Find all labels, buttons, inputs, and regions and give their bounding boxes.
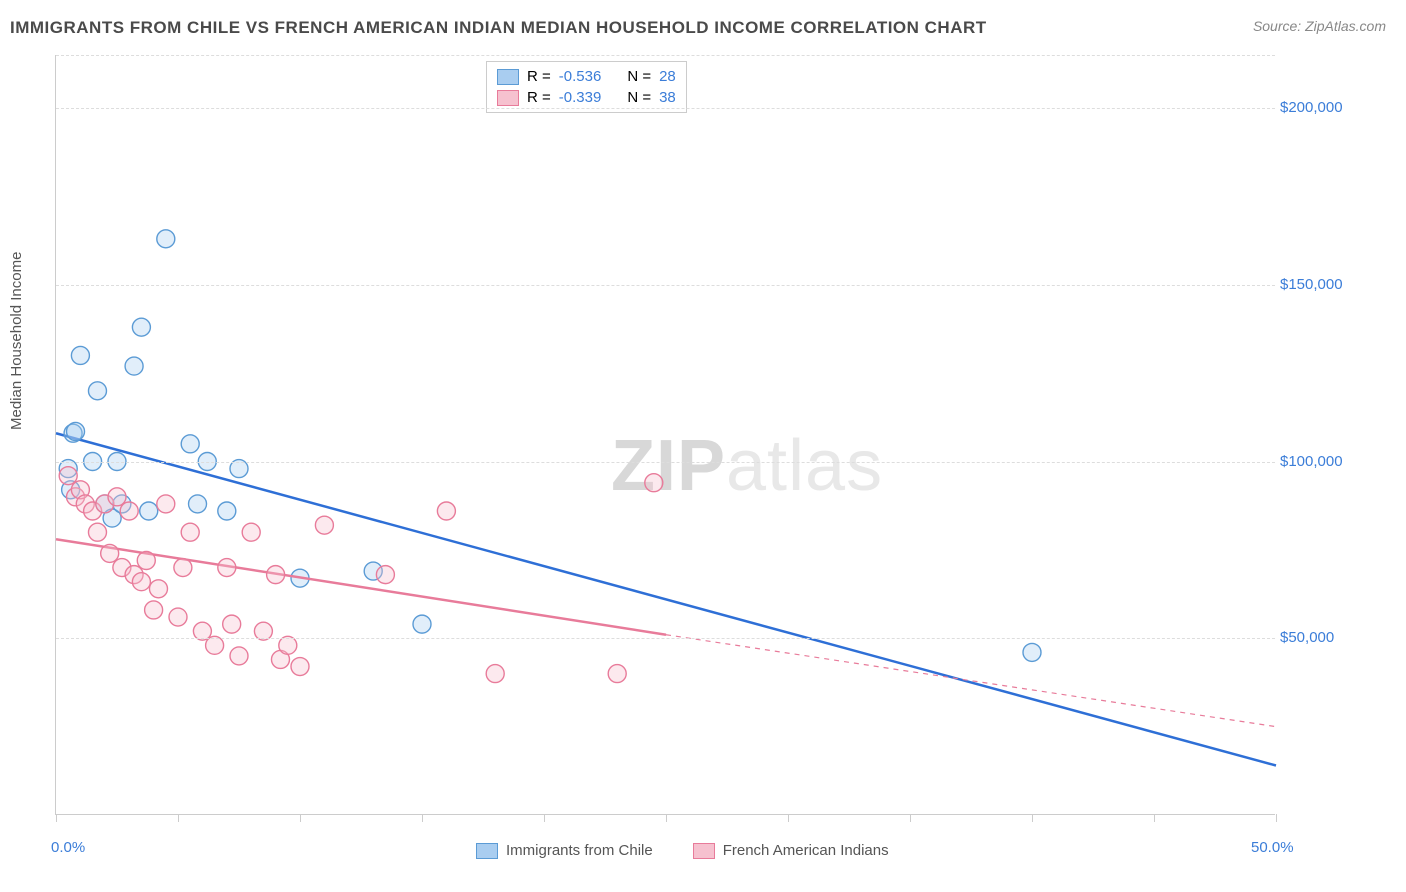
scatter-point: [169, 608, 187, 626]
scatter-point: [608, 665, 626, 683]
y-tick-label: $100,000: [1280, 453, 1360, 470]
scatter-point: [120, 502, 138, 520]
scatter-point: [1023, 643, 1041, 661]
legend-item-2: French American Indians: [693, 842, 889, 859]
scatter-point: [315, 516, 333, 534]
scatter-point: [645, 474, 663, 492]
legend-label-2: French American Indians: [723, 842, 889, 859]
scatter-point: [413, 615, 431, 633]
scatter-point: [242, 523, 260, 541]
legend-item-1: Immigrants from Chile: [476, 842, 653, 859]
scatter-point: [223, 615, 241, 633]
scatter-point: [267, 566, 285, 584]
scatter-point: [108, 488, 126, 506]
scatter-point: [125, 357, 143, 375]
x-tick: [666, 814, 667, 822]
scatter-point: [132, 318, 150, 336]
scatter-point: [88, 523, 106, 541]
scatter-point: [88, 382, 106, 400]
x-tick-label: 50.0%: [1251, 839, 1294, 856]
scatter-point: [230, 647, 248, 665]
chart-container: IMMIGRANTS FROM CHILE VS FRENCH AMERICAN…: [0, 0, 1406, 892]
x-tick: [300, 814, 301, 822]
regression-line-dashed: [666, 635, 1276, 727]
gridline: [56, 638, 1275, 639]
scatter-svg: [56, 55, 1275, 814]
y-tick-label: $200,000: [1280, 99, 1360, 116]
x-tick: [1154, 814, 1155, 822]
plot-area: ZIPatlas R = -0.536 N = 28 R = -0.339 N …: [55, 55, 1275, 815]
scatter-point: [181, 435, 199, 453]
scatter-point: [67, 422, 85, 440]
x-tick: [422, 814, 423, 822]
y-axis-label: Median Household Income: [8, 252, 25, 430]
scatter-point: [149, 580, 167, 598]
legend-swatch-icon: [476, 843, 498, 859]
source-attribution: Source: ZipAtlas.com: [1253, 18, 1386, 34]
scatter-point: [71, 346, 89, 364]
x-tick-label: 0.0%: [51, 839, 85, 856]
scatter-point: [157, 230, 175, 248]
scatter-point: [174, 559, 192, 577]
scatter-point: [376, 566, 394, 584]
scatter-point: [132, 573, 150, 591]
x-tick: [56, 814, 57, 822]
scatter-point: [291, 658, 309, 676]
scatter-point: [486, 665, 504, 683]
scatter-point: [137, 551, 155, 569]
gridline: [56, 55, 1275, 56]
series-legend: Immigrants from Chile French American In…: [476, 842, 889, 859]
x-tick: [910, 814, 911, 822]
scatter-point: [157, 495, 175, 513]
scatter-point: [218, 502, 236, 520]
scatter-point: [181, 523, 199, 541]
y-tick-label: $150,000: [1280, 276, 1360, 293]
regression-line: [56, 433, 1276, 765]
gridline: [56, 285, 1275, 286]
scatter-point: [59, 467, 77, 485]
scatter-point: [145, 601, 163, 619]
x-tick: [788, 814, 789, 822]
chart-title: IMMIGRANTS FROM CHILE VS FRENCH AMERICAN…: [10, 18, 987, 38]
scatter-point: [189, 495, 207, 513]
legend-label-1: Immigrants from Chile: [506, 842, 653, 859]
scatter-point: [101, 544, 119, 562]
gridline: [56, 108, 1275, 109]
y-tick-label: $50,000: [1280, 629, 1360, 646]
x-tick: [1276, 814, 1277, 822]
scatter-point: [140, 502, 158, 520]
gridline: [56, 462, 1275, 463]
x-tick: [544, 814, 545, 822]
x-tick: [1032, 814, 1033, 822]
scatter-point: [218, 559, 236, 577]
legend-swatch-icon: [693, 843, 715, 859]
scatter-point: [437, 502, 455, 520]
x-tick: [178, 814, 179, 822]
